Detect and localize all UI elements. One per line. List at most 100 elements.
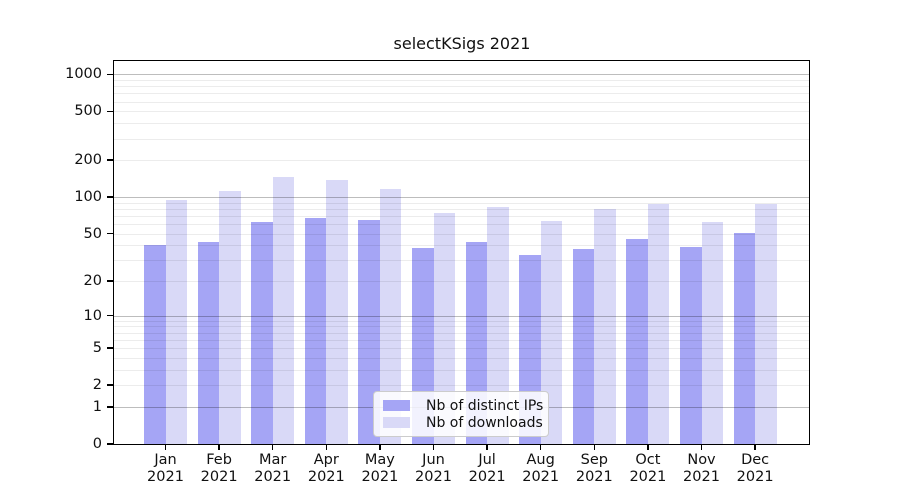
legend-label-distinct-ips: Nb of distinct IPs (426, 397, 544, 414)
x-tick-label: Jan 2021 (147, 452, 184, 485)
x-tick-mark (432, 444, 435, 450)
major-gridline (114, 74, 810, 76)
y-tick-label: 10 (83, 307, 102, 324)
minor-gridline (114, 260, 810, 262)
minor-gridline (114, 326, 810, 328)
y-tick-label: 50 (83, 225, 102, 242)
legend-item-distinct-ips: Nb of distinct IPs (383, 398, 543, 414)
x-tick-mark (325, 444, 328, 450)
y-tick-mark (107, 73, 114, 76)
x-tick-label: Feb 2021 (200, 452, 238, 485)
y-tick-mark (107, 232, 114, 235)
bar (680, 246, 702, 444)
minor-gridline (114, 281, 810, 283)
bar (197, 241, 220, 444)
x-tick-label: Nov 2021 (683, 452, 720, 485)
chart-title: selectKSigs 2021 (393, 34, 531, 53)
y-tick-mark (107, 384, 114, 386)
bar (144, 245, 166, 444)
minor-gridline (114, 208, 810, 210)
bar (540, 220, 563, 444)
bar (626, 239, 648, 444)
x-tick-label: Dec 2021 (736, 452, 774, 485)
y-tick-label: 2 (92, 377, 102, 394)
y-tick-label: 500 (74, 103, 102, 120)
minor-gridline (114, 385, 810, 387)
minor-gridline (114, 332, 810, 334)
minor-gridline (114, 111, 810, 113)
y-tick-label: 20 (83, 273, 102, 290)
x-tick-mark (379, 444, 381, 450)
minor-gridline (114, 86, 810, 88)
y-tick-mark (107, 159, 114, 161)
legend: Nb of distinct IPs Nb of downloads (373, 391, 549, 437)
legend-label-downloads: Nb of downloads (426, 414, 543, 431)
y-tick-label: 200 (74, 152, 102, 169)
minor-gridline (114, 369, 810, 371)
minor-gridline (114, 224, 810, 226)
x-tick-mark (539, 444, 542, 450)
minor-gridline (114, 215, 810, 217)
y-tick-mark (107, 443, 114, 445)
x-tick-label: Sep 2021 (575, 452, 613, 485)
x-tick-mark (700, 444, 703, 450)
bar (647, 203, 670, 444)
minor-gridline (114, 233, 810, 235)
minor-gridline (114, 245, 810, 247)
minor-gridline (114, 138, 810, 140)
major-gridline (114, 315, 810, 317)
x-tick-label: Apr 2021 (307, 452, 345, 485)
x-tick-mark (218, 444, 220, 450)
x-tick-mark (271, 444, 274, 450)
y-tick-label: 5 (92, 340, 102, 357)
x-tick-mark (593, 444, 596, 450)
major-gridline (114, 197, 810, 199)
y-tick-mark (107, 280, 114, 282)
minor-gridline (114, 101, 810, 103)
minor-gridline (114, 123, 810, 125)
minor-gridline (114, 357, 810, 359)
x-tick-mark (647, 444, 649, 450)
bar (733, 232, 756, 444)
bar (701, 222, 723, 444)
x-tick-label: May 2021 (361, 452, 399, 485)
x-tick-label: Jun 2021 (415, 452, 452, 485)
y-tick-label: 1 (92, 398, 102, 415)
bar (379, 189, 402, 444)
bar (487, 206, 509, 444)
legend-item-downloads: Nb of downloads (383, 415, 543, 431)
bar (304, 218, 327, 444)
bar (594, 208, 616, 444)
minor-gridline (114, 93, 810, 95)
bar (433, 212, 455, 444)
bar (755, 203, 777, 444)
minor-gridline (114, 79, 810, 81)
y-tick-mark (107, 110, 114, 113)
x-tick-label: Oct 2021 (629, 452, 667, 485)
bar (572, 249, 595, 444)
x-tick-label: Mar 2021 (254, 452, 292, 485)
grid-layer (114, 61, 810, 444)
y-tick-mark (107, 347, 114, 349)
y-tick-label: 100 (74, 189, 102, 206)
x-tick-mark (164, 444, 167, 450)
x-tick-mark (486, 444, 488, 450)
y-tick-mark (107, 406, 114, 408)
legend-swatch-downloads-icon (383, 417, 410, 428)
minor-gridline (114, 320, 810, 322)
bar (272, 177, 295, 444)
bar (165, 199, 187, 444)
y-tick-mark (107, 196, 114, 198)
bar (251, 222, 273, 444)
minor-gridline (114, 202, 810, 204)
legend-swatch-distinct-ips-icon (383, 400, 410, 411)
minor-gridline (114, 339, 810, 341)
bar (219, 191, 241, 444)
y-tick-mark (107, 314, 114, 317)
minor-gridline (114, 348, 810, 350)
minor-gridline (114, 160, 810, 162)
x-tick-label: Aug 2021 (522, 452, 560, 485)
x-tick-mark (754, 444, 756, 450)
y-tick-label: 0 (92, 436, 102, 452)
